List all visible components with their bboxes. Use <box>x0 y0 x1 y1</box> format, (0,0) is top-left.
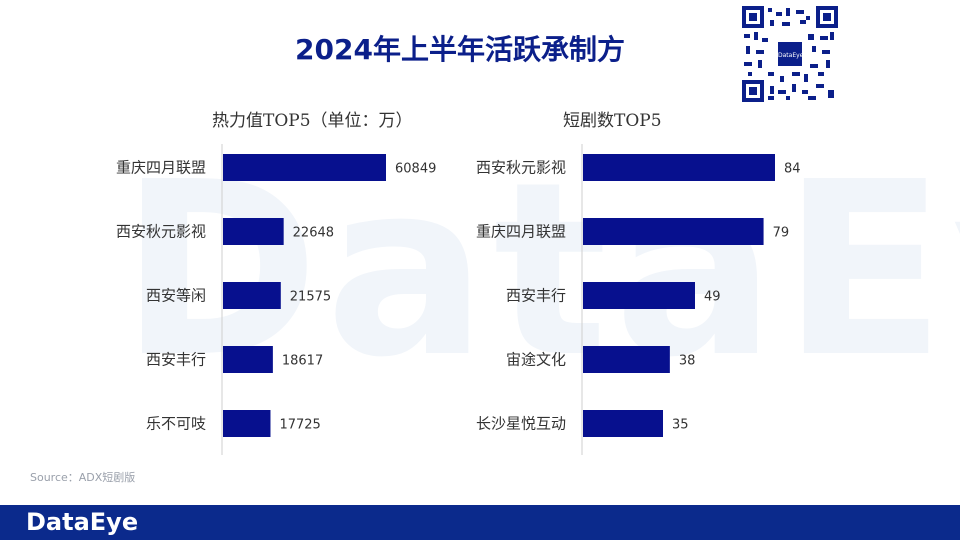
qr-pattern <box>742 6 838 102</box>
chart1-category-label: 西安丰行 <box>146 351 206 369</box>
chart1-value-label: 21575 <box>290 290 331 305</box>
chart1-title: 热力值TOP5（单位：万） <box>212 111 413 131</box>
qr-logo: DataEye <box>776 40 804 68</box>
chart2-value-label: 35 <box>672 418 689 433</box>
chart1-bar <box>223 282 281 309</box>
chart1-bar <box>223 410 271 437</box>
footer-bar: DataEye <box>0 505 960 540</box>
chart2-value-label: 38 <box>679 354 696 369</box>
chart1-category-label: 重庆四月联盟 <box>116 159 206 177</box>
page-title: 2024年上半年活跃承制方 <box>295 33 625 66</box>
chart1-value-label: 22648 <box>293 226 334 241</box>
chart2-bar <box>583 218 764 245</box>
chart1-category-label: 乐不可吱 <box>146 415 206 433</box>
chart1-bar <box>223 154 386 181</box>
chart2-bar <box>583 154 775 181</box>
chart2-title: 短剧数TOP5 <box>563 111 662 131</box>
chart1-category-label: 西安等闲 <box>146 287 206 305</box>
footer-logo: DataEye <box>26 508 139 536</box>
chart2-value-label: 79 <box>773 226 790 241</box>
chart2-category-label: 长沙星悦互动 <box>476 415 566 433</box>
chart2-bar <box>583 346 670 373</box>
chart1-category-label: 西安秋元影视 <box>116 223 206 241</box>
chart2-category-label: 西安秋元影视 <box>476 159 566 177</box>
chart2-category-label: 重庆四月联盟 <box>476 223 566 241</box>
chart1-value-label: 17725 <box>279 418 320 433</box>
chart1-bar <box>223 346 273 373</box>
chart1-value-label: 60849 <box>395 162 436 177</box>
chart2-value-label: 49 <box>704 290 721 305</box>
qr-code: DataEye <box>742 6 838 102</box>
source-note: Source：ADX短剧版 <box>30 471 136 484</box>
chart2-bar <box>583 410 663 437</box>
chart2-value-label: 84 <box>784 162 801 177</box>
chart2-category-label: 西安丰行 <box>506 287 566 305</box>
chart1-value-label: 18617 <box>282 354 323 369</box>
chart2-bar <box>583 282 695 309</box>
chart2-category-label: 宙途文化 <box>506 351 566 369</box>
chart1-bar <box>223 218 284 245</box>
